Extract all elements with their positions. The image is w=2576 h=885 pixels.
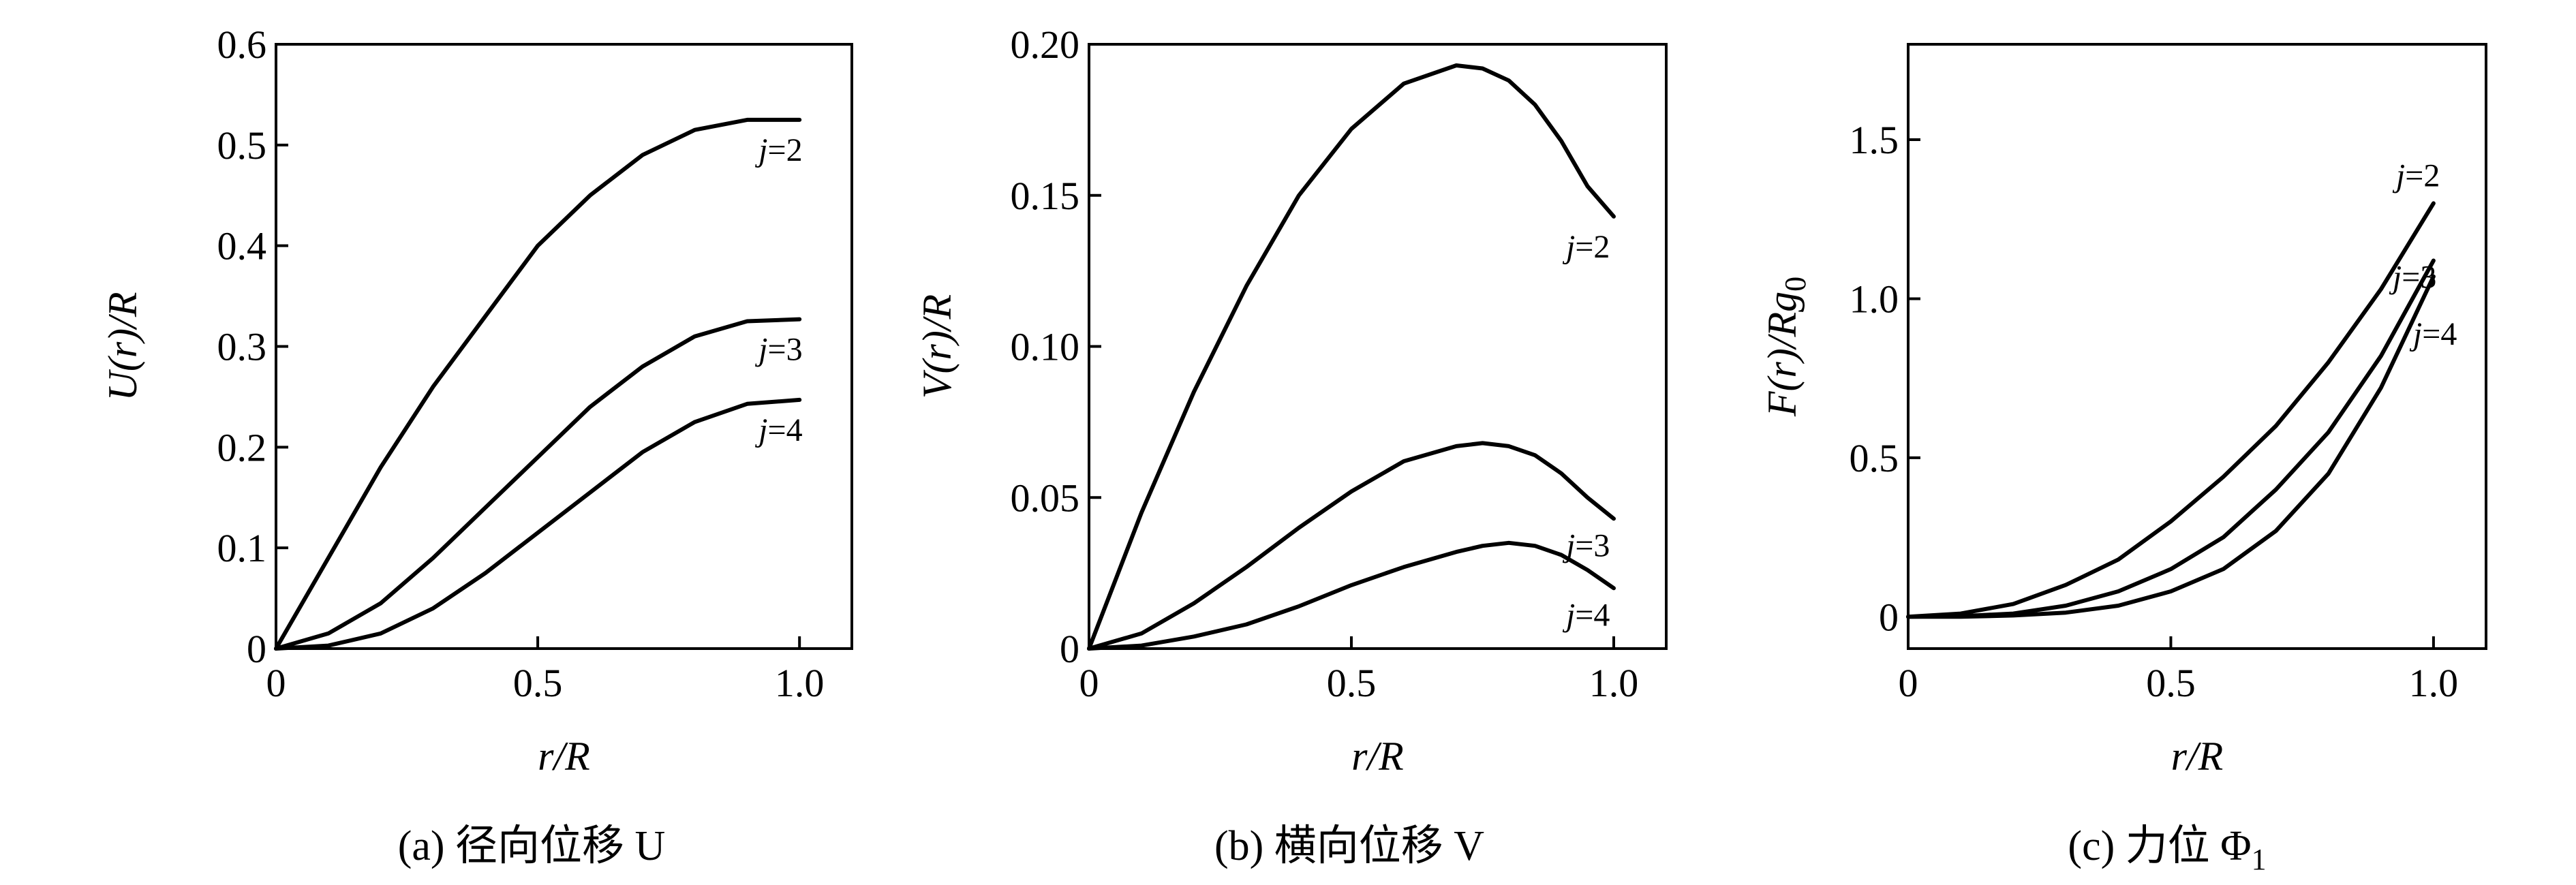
series-label: j=4 [2409,316,2457,352]
y-tick-label: 0 [247,627,266,671]
series-line-j=3 [1087,441,1616,651]
y-tick-label: 0.6 [217,22,267,67]
series-label: j=4 [754,412,802,448]
chart-panel-1: 0 0.5 1.0 0 0.1 0.2 0.3 0.4 0.5 0.6 r/R U(r)/R j=2 j=… [100,22,853,869]
y-tick-label: 0.20 [1011,22,1080,67]
series-line-j=2 [1087,63,1616,651]
y-tick-label: 0 [1060,627,1079,671]
series-label: j=3 [2389,259,2436,295]
panel-caption: (a) 径向位移 U [398,823,666,869]
y-axis-title: F(r)/Rg0 [1760,277,1812,417]
series-label: j=3 [754,332,802,368]
series-line-j=2 [1906,201,2436,619]
x-axis-title: r/R [538,734,590,779]
x-axis-title: r/R [2171,734,2224,779]
panel-caption: (c) 力位 Φ1 [2068,823,2266,876]
x-tick-label: 1.0 [775,661,825,705]
plot-frame [1907,43,2487,650]
x-tick-label: 0 [266,661,286,705]
y-tick-label: 1.0 [1850,277,1899,321]
chart-panel-3: 0 0.5 1.0 0 0.5 1.0 1.5 r/R F(r)/Rg0 j=2 j=3 j=4 (c)… [1760,43,2487,876]
y-tick-label: 0.3 [217,325,267,369]
series-label: j=2 [1562,229,1610,265]
x-tick-label: 1.0 [1589,661,1639,705]
y-tick-label: 0.5 [1850,436,1899,480]
panel-caption: (b) 横向位移 V [1214,823,1484,869]
x-tick-label: 1.0 [2409,661,2459,705]
series-line-j=4 [274,397,802,651]
y-axis-title: V(r)/R [915,294,960,399]
series-line-j=4 [1087,540,1616,651]
y-tick-label: 0.05 [1011,476,1080,520]
x-tick-label: 0 [1079,661,1099,705]
y-tick-label: 1.5 [1850,118,1899,162]
y-tick-label: 0.15 [1011,174,1080,218]
x-tick-label: 0.5 [513,661,563,705]
x-axis-title: r/R [1351,734,1404,779]
x-tick-label: 0 [1899,661,1918,705]
series-line-j=3 [274,317,802,651]
y-tick-label: 0 [1879,595,1899,639]
chart-panel-2: 0 0.5 1.000.050.100.150.20r/RV(r)/Rj=2j=3j… [915,22,1668,869]
y-tick-label: 0.4 [217,224,267,268]
series-label: j=2 [2392,157,2440,193]
x-tick-label: 0.5 [1327,661,1377,705]
series-label: j=2 [754,132,802,168]
y-tick-label: 0.10 [1011,325,1080,369]
series-line-j=2 [274,117,802,651]
y-tick-label: 0.5 [217,123,267,168]
series-line-j=4 [1906,274,2436,619]
y-tick-label: 0.2 [217,425,267,469]
series-line-j=3 [1906,258,2436,619]
series-label: j=4 [1562,597,1610,633]
y-axis-title: U(r)/R [100,292,145,401]
y-tick-label: 0.1 [217,526,267,570]
x-tick-label: 0.5 [2146,661,2196,705]
